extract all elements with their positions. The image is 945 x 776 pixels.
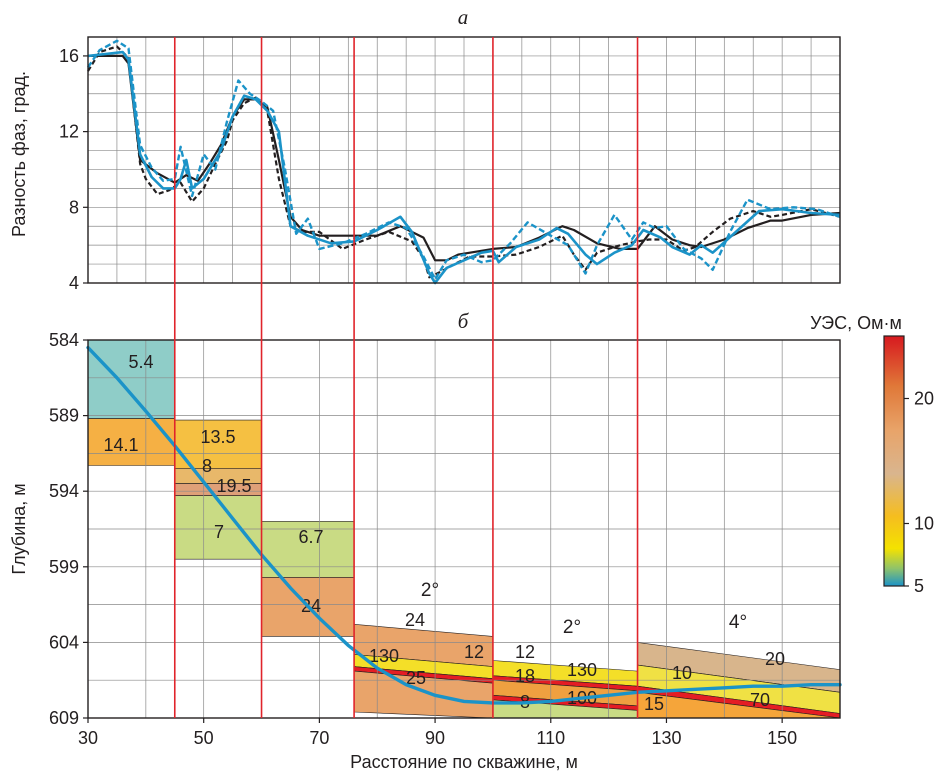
bottom-grid	[88, 340, 840, 718]
resistivity-layers	[87, 339, 841, 719]
top-grid	[88, 37, 840, 283]
colorbar-tick-label: 10	[914, 514, 934, 534]
colorbar-tick-label: 5	[914, 576, 924, 596]
bottom-x-tick-label: 110	[536, 728, 565, 748]
bottom-x-tick-label: 90	[425, 728, 445, 748]
bottom-x-tick-label: 30	[78, 728, 98, 748]
dip-label-2: 2°	[563, 617, 581, 638]
layer-label: 6.7	[298, 527, 323, 547]
bottom-x-tick-label: 130	[651, 728, 681, 748]
bottom-x-tick-label: 150	[767, 728, 797, 748]
layer-label: 12	[464, 642, 484, 662]
bottom-x-ticks: 30 50 70 90 110 130 150	[78, 718, 797, 748]
layer-label: 24	[405, 610, 425, 630]
colorbar-ticks: 5 10 20	[904, 389, 934, 596]
bottom-y-ticks: 584 589 594 599 604 609	[49, 330, 88, 728]
top-plot-frame	[87, 36, 841, 284]
bottom-panel-title: б	[458, 309, 470, 333]
segment-boundary-lines	[173, 37, 639, 718]
top-y-ticks: 4 8 12 16	[59, 46, 88, 293]
well-path-line	[86, 345, 842, 705]
colorbar-gradient	[883, 335, 905, 587]
layer-label: 13.5	[200, 427, 235, 447]
bottom-plot-frame	[87, 339, 841, 719]
layer-label: 25	[406, 668, 426, 688]
bottom-y-axis-label: Глубина, м	[9, 483, 29, 574]
top-y-tick-label: 12	[59, 122, 79, 142]
phase-curve-solid-black	[88, 54, 841, 262]
layer-label: 19.5	[216, 476, 251, 496]
dip-label-3: 4°	[729, 612, 747, 633]
layer-label: 15	[644, 694, 664, 714]
layer-label: 14.1	[103, 435, 138, 455]
well-trajectory	[86, 345, 842, 705]
phase-curve-solid-blue	[87, 50, 841, 285]
bottom-y-tick-label: 589	[49, 406, 79, 426]
layer-label: 5.4	[128, 352, 153, 372]
dip-label-1: 2°	[421, 580, 439, 601]
colorbar-label: УЭС, Ом·м	[810, 313, 902, 333]
phase-difference-curves	[87, 39, 841, 285]
bottom-x-tick-label: 50	[194, 728, 214, 748]
bottom-x-axis-label: Расстояние по скважине, м	[350, 752, 578, 772]
layer-label: 10	[672, 663, 692, 683]
colorbar-tick-label: 20	[914, 389, 934, 409]
layer-label: 24	[301, 596, 321, 616]
layer-label: 18	[515, 666, 535, 686]
top-y-tick-label: 8	[69, 197, 79, 217]
bottom-y-tick-label: 594	[49, 481, 79, 501]
colorbar: УЭС, Ом·м 5 10 20	[810, 313, 934, 596]
top-y-axis-label: Разность фаз, град.	[9, 71, 29, 237]
layer-label: 7	[214, 522, 224, 542]
bottom-y-tick-label: 604	[49, 632, 79, 652]
bottom-panel: б 5.4 14.1 13.5 819.5 7 6.7 24 24 12 130 25 12 130 18…	[9, 309, 842, 772]
top-y-tick-label: 4	[69, 273, 79, 293]
dip-angle-labels: 2° 2° 4°	[421, 580, 747, 638]
layer-label: 130	[369, 646, 399, 666]
layer-label: 12	[515, 642, 535, 662]
top-panel: а 4 8 12 16 Разность фаз, град.	[9, 5, 841, 293]
layer-label: 130	[567, 660, 597, 680]
phase-curve-dashed-blue	[87, 39, 841, 281]
bottom-y-tick-label: 609	[49, 708, 79, 728]
phase-curve-dashed-black	[87, 45, 841, 279]
top-y-tick-label: 16	[59, 46, 79, 66]
layer-label: 8	[202, 456, 212, 476]
top-panel-title: а	[458, 5, 469, 29]
bottom-x-tick-label: 70	[309, 728, 329, 748]
bottom-y-tick-label: 599	[49, 557, 79, 577]
bottom-y-tick-label: 584	[49, 330, 79, 350]
layer-label: 70	[750, 690, 770, 710]
layer-label: 20	[765, 649, 785, 669]
